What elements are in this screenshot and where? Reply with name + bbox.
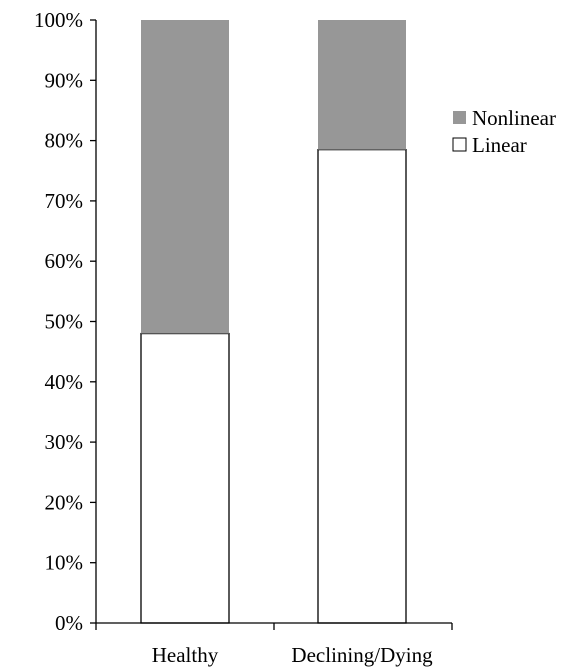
y-tick-label: 100% bbox=[34, 8, 83, 32]
y-tick-label: 50% bbox=[45, 310, 84, 334]
y-tick-label: 10% bbox=[45, 551, 84, 575]
y-axis: 0% 10% 20% 30% 40% 50% 60% 70% 80% 90% 100% bbox=[34, 8, 97, 635]
plot-area bbox=[140, 20, 407, 624]
bar-declining-dying-linear bbox=[317, 148, 407, 624]
bar-declining-dying-nonlinear bbox=[318, 20, 406, 150]
legend: Nonlinear Linear bbox=[452, 106, 556, 157]
bar-healthy-linear bbox=[140, 332, 230, 624]
legend-label-linear: Linear bbox=[472, 133, 527, 157]
y-tick-label: 20% bbox=[45, 490, 84, 514]
y-tick-label: 80% bbox=[45, 129, 84, 153]
x-tick-label: Healthy bbox=[152, 643, 219, 667]
x-axis: Healthy Declining/Dying bbox=[95, 622, 453, 667]
legend-label-nonlinear: Nonlinear bbox=[472, 106, 556, 130]
legend-swatch-nonlinear bbox=[453, 111, 466, 124]
y-tick-label: 90% bbox=[45, 68, 84, 92]
x-tick-label: Declining/Dying bbox=[291, 643, 433, 667]
y-tick-label: 40% bbox=[45, 370, 84, 394]
bar-healthy-nonlinear bbox=[141, 20, 229, 334]
y-tick-label: 0% bbox=[55, 611, 83, 635]
y-tick-label: 30% bbox=[45, 430, 84, 454]
y-tick-label: 60% bbox=[45, 249, 84, 273]
legend-swatch-linear bbox=[452, 137, 467, 152]
y-tick-label: 70% bbox=[45, 189, 84, 213]
